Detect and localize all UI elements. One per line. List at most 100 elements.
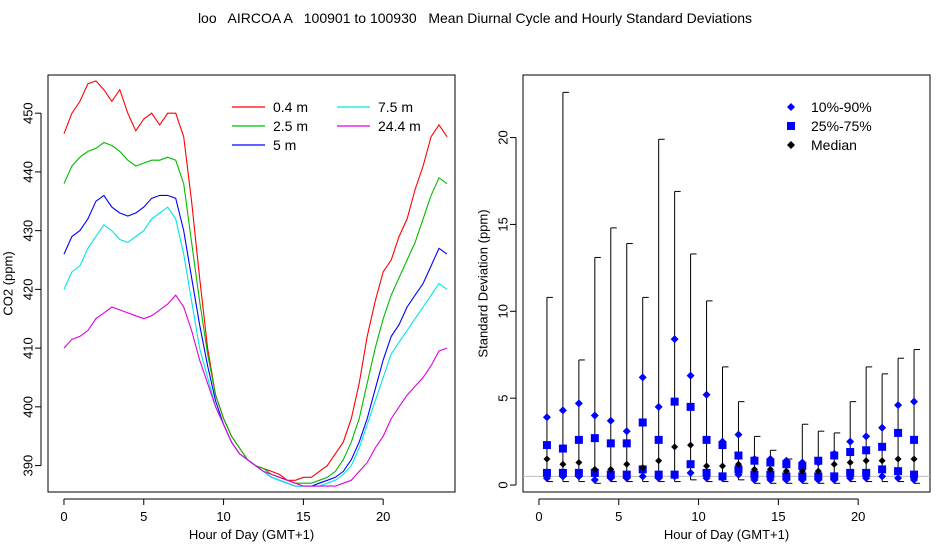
sd-plot-frame: [522, 74, 931, 493]
legend-swatch: [787, 122, 795, 130]
sd-x-tick-label: 10: [691, 509, 705, 524]
co2-y-tick-label: 450: [21, 102, 36, 124]
co2-x-tick-label: 5: [140, 509, 147, 524]
point-p25: [542, 468, 551, 477]
co2-x-tick-label: 15: [296, 509, 310, 524]
legend-swatch: [787, 103, 795, 111]
point-p75: [718, 441, 727, 450]
point-p75: [766, 458, 775, 467]
point-p25: [718, 472, 727, 481]
stddev-chart: 0 5 10 15 20 0 5 10 15 20 Hour of Day (GMT+1) Stand…: [476, 74, 931, 542]
point-p25: [750, 470, 759, 479]
point-p75: [670, 397, 679, 406]
point-median: [894, 455, 902, 463]
point-median: [734, 460, 742, 468]
point-median: [671, 443, 679, 451]
point-p90: [574, 399, 583, 408]
co2-y-tick-label: 430: [21, 220, 36, 242]
point-p90: [686, 371, 695, 380]
point-p75: [750, 456, 759, 465]
point-median: [623, 460, 631, 468]
point-median: [559, 460, 567, 468]
co2-y-tick-label: 420: [21, 279, 36, 301]
point-median: [703, 462, 711, 470]
co2-x-axis-label: Hour of Day (GMT+1): [189, 527, 314, 542]
point-p75: [862, 446, 871, 455]
point-p25: [558, 468, 567, 477]
point-p90: [702, 390, 711, 399]
point-p90: [638, 373, 647, 382]
point-p10: [686, 468, 695, 477]
sd-x-tick-label: 20: [851, 509, 865, 524]
point-median: [798, 467, 806, 475]
sd-x-tick-label: 15: [771, 509, 785, 524]
sd-y-tick-label: 0: [496, 481, 511, 488]
point-p10: [638, 472, 647, 481]
series-line-7-5-m: [63, 206, 448, 487]
point-p90: [558, 406, 567, 415]
point-p90: [670, 335, 679, 344]
main-title: loo AIRCOA A 100901 to 100930 Mean Diurn…: [197, 10, 753, 26]
point-p75: [606, 439, 615, 448]
point-median: [814, 467, 822, 475]
co2-y-tick-label: 410: [21, 337, 36, 359]
point-p90: [846, 437, 855, 446]
co2-y-tick-label: 440: [21, 161, 36, 183]
point-p75: [622, 439, 631, 448]
point-p25: [814, 472, 823, 481]
co2-y-tick-label: 390: [21, 455, 36, 477]
co2-x-tick-label: 0: [60, 509, 67, 524]
legend-swatch: [787, 141, 795, 149]
point-p90: [894, 401, 903, 410]
point-p90: [542, 413, 551, 422]
point-p25: [878, 465, 887, 474]
point-p75: [846, 448, 855, 457]
legend-label: 2.5 m: [273, 118, 308, 134]
point-p25: [782, 472, 791, 481]
co2-x-tick-label: 20: [376, 509, 390, 524]
point-p90: [606, 416, 615, 425]
point-median: [862, 457, 870, 465]
point-p75: [798, 461, 807, 470]
point-p25: [574, 468, 583, 477]
series-line-5-m: [63, 194, 448, 487]
point-p25: [910, 470, 919, 479]
series-line-24-4-m: [63, 294, 448, 487]
sd-y-tick-label: 20: [496, 130, 511, 144]
point-p25: [670, 470, 679, 479]
point-p25: [766, 470, 775, 479]
point-p75: [638, 418, 647, 427]
point-p75: [734, 451, 743, 460]
co2-y-tick-label: 400: [21, 396, 36, 418]
point-p10: [590, 475, 599, 484]
sd-y-tick-label: 10: [496, 304, 511, 318]
point-median: [543, 455, 551, 463]
point-p25: [894, 467, 903, 476]
point-p75: [782, 460, 791, 469]
point-p25: [606, 470, 615, 479]
sd-x-tick-label: 0: [535, 509, 542, 524]
point-p75: [590, 434, 599, 443]
point-p25: [830, 472, 839, 481]
point-p25: [798, 472, 807, 481]
co2-x-tick-label: 10: [216, 509, 230, 524]
point-p75: [814, 456, 823, 465]
point-median: [878, 457, 886, 465]
point-p75: [686, 402, 695, 411]
legend-label: 24.4 m: [378, 118, 421, 134]
point-median: [750, 465, 758, 473]
legend-label: 5 m: [273, 137, 296, 153]
point-p25: [622, 470, 631, 479]
point-median: [575, 458, 583, 466]
point-p75: [910, 435, 919, 444]
point-p10: [894, 474, 903, 483]
sd-x-axis-label: Hour of Day (GMT+1): [664, 527, 789, 542]
legend-label: 7.5 m: [378, 99, 413, 115]
point-p25: [846, 468, 855, 477]
co2-diurnal-chart: 0 5 10 15 20 390 400 410 420 430 440 450 Hour of Day…: [1, 74, 456, 542]
point-p90: [622, 427, 631, 436]
legend-label: 0.4 m: [273, 99, 308, 115]
co2-y-axis-label: CO2 (ppm): [1, 251, 16, 315]
point-p75: [558, 444, 567, 453]
point-p75: [542, 441, 551, 450]
